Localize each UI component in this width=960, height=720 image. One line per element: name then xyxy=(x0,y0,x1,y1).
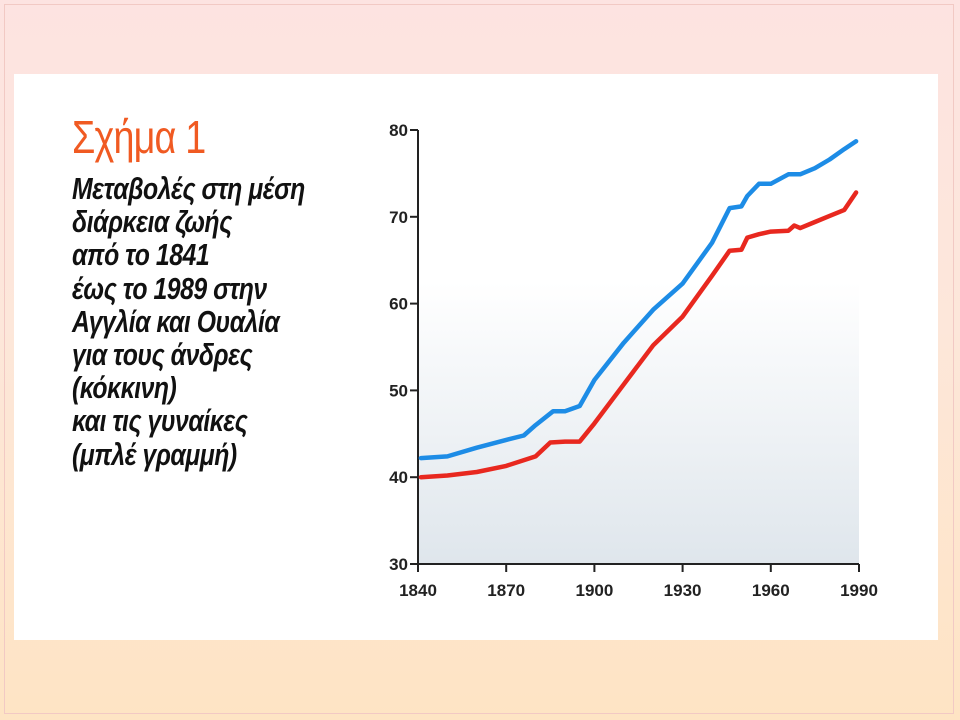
caption-line: και τις γυναίκες xyxy=(72,403,248,439)
life-expectancy-chart: 30 40 50 60 70 80 1840 1870 1900 1930 1960 1990 xyxy=(389,121,878,600)
y-tick-label: 50 xyxy=(389,381,408,400)
x-tick-label: 1870 xyxy=(487,581,525,600)
figure-panel: Σχήμα 1 Μεταβολές στη μέση διάρκεια ζωής… xyxy=(14,74,938,640)
slide-frame xyxy=(4,4,954,714)
x-tick-label: 1900 xyxy=(575,581,613,600)
y-tick-label: 60 xyxy=(389,295,408,314)
x-tick-label: 1960 xyxy=(752,581,790,600)
caption-line: από το 1841 xyxy=(72,237,210,273)
y-tick-label: 80 xyxy=(389,121,408,140)
caption-line: Αγγλία και Ουαλία xyxy=(72,303,280,339)
x-tick-label: 1840 xyxy=(399,581,437,600)
caption-line: έως το 1989 στην xyxy=(72,270,267,306)
plot-area xyxy=(418,130,859,564)
y-tick-label: 30 xyxy=(389,555,408,574)
women-series-line xyxy=(418,139,859,461)
y-tick-label: 70 xyxy=(389,208,408,227)
caption-line: (μπλέ γραμμή) xyxy=(72,436,237,472)
figure-label: Σχήμα 1 xyxy=(72,111,206,163)
caption-line: Μεταβολές στη μέση xyxy=(72,171,305,206)
x-tick-label: 1990 xyxy=(840,581,878,600)
caption-line: διάρκεια ζωής xyxy=(72,204,232,240)
figure-caption: Μεταβολές στη μέση διάρκεια ζωής από το … xyxy=(72,172,432,471)
men-series-line xyxy=(418,190,859,480)
caption-line: (κόκκινη) xyxy=(72,370,177,406)
caption-line: για τους άνδρες xyxy=(72,337,253,373)
x-tick-label: 1930 xyxy=(664,581,702,600)
y-tick-label: 40 xyxy=(389,468,408,487)
